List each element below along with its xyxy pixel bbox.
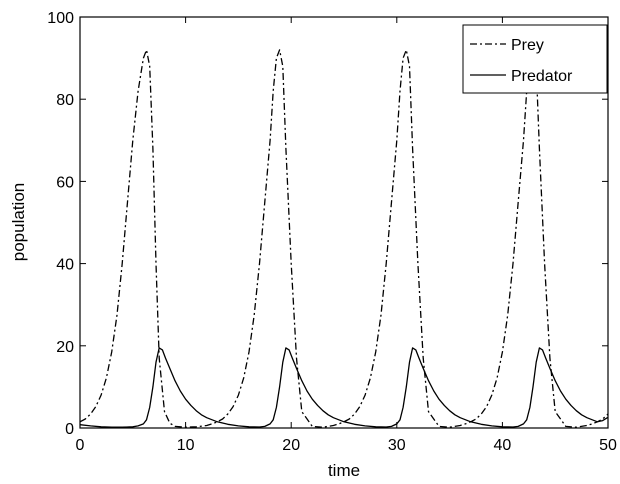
legend: Prey Predator [462,24,608,94]
y-tick-label: 60 [56,174,74,191]
legend-label-prey: Prey [511,37,544,54]
x-tick-label: 10 [177,437,195,454]
y-tick-label: 40 [56,257,74,274]
x-tick-label: 0 [76,437,85,454]
y-tick-label: 20 [56,339,74,356]
y-tick-label: 0 [65,421,74,438]
x-tick-label: 20 [282,437,300,454]
axis-ticks: 0 10 20 30 40 50 0 20 40 60 80 100 [47,10,617,454]
x-tick-label: 40 [494,437,512,454]
x-tick-label: 50 [599,437,617,454]
series-line-predator [79,347,609,428]
legend-label-predator: Predator [511,68,573,85]
y-axis-label: population [9,183,28,261]
x-tick-label: 30 [388,437,406,454]
x-axis-label: time [328,461,360,480]
y-tick-label: 100 [47,10,74,27]
legend-box [462,24,608,94]
series-layer [79,49,609,428]
y-tick-label: 80 [56,92,74,109]
